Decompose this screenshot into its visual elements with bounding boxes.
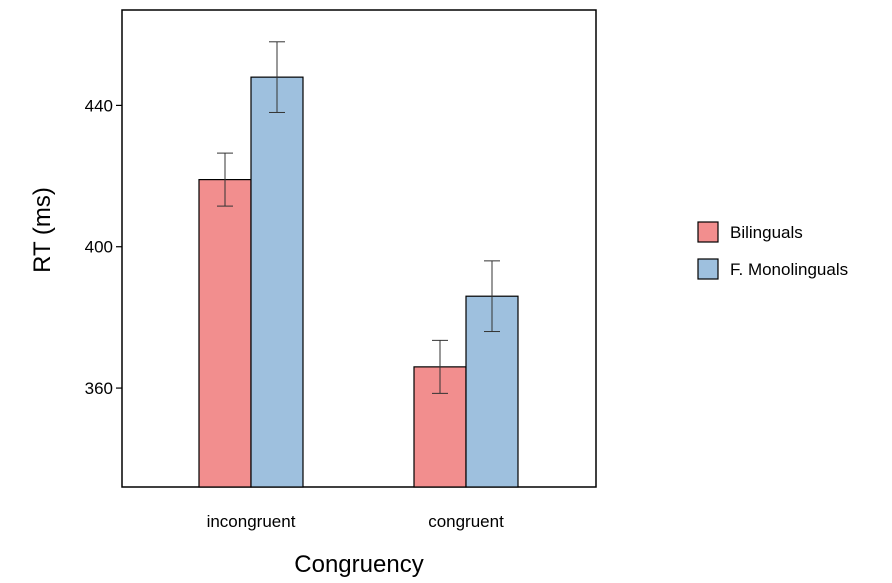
- x-category-label: incongruent: [207, 512, 296, 531]
- legend-swatch-1: [697, 258, 719, 280]
- errorbars-layer: [217, 41, 500, 394]
- legend: Bilinguals F. Monolinguals: [697, 221, 848, 280]
- bars-layer: [198, 76, 519, 488]
- plot-frame: [121, 9, 597, 488]
- x-category-label: congruent: [428, 512, 504, 531]
- y-axis-ticks: 360 400 440: [85, 96, 122, 398]
- y-tick-label: 400: [85, 238, 113, 257]
- y-tick-label: 360: [85, 379, 113, 398]
- y-tick-label: 440: [85, 96, 113, 115]
- bar-0-1: [250, 76, 304, 488]
- legend-label-1: F. Monolinguals: [730, 260, 848, 279]
- bar-0-0: [198, 179, 252, 488]
- legend-label-0: Bilinguals: [730, 223, 803, 242]
- y-axis-title: RT (ms): [29, 187, 56, 273]
- x-axis-title: Congruency: [294, 551, 423, 578]
- legend-swatch-0: [697, 221, 719, 243]
- x-axis-category-labels: incongruent congruent: [207, 512, 504, 531]
